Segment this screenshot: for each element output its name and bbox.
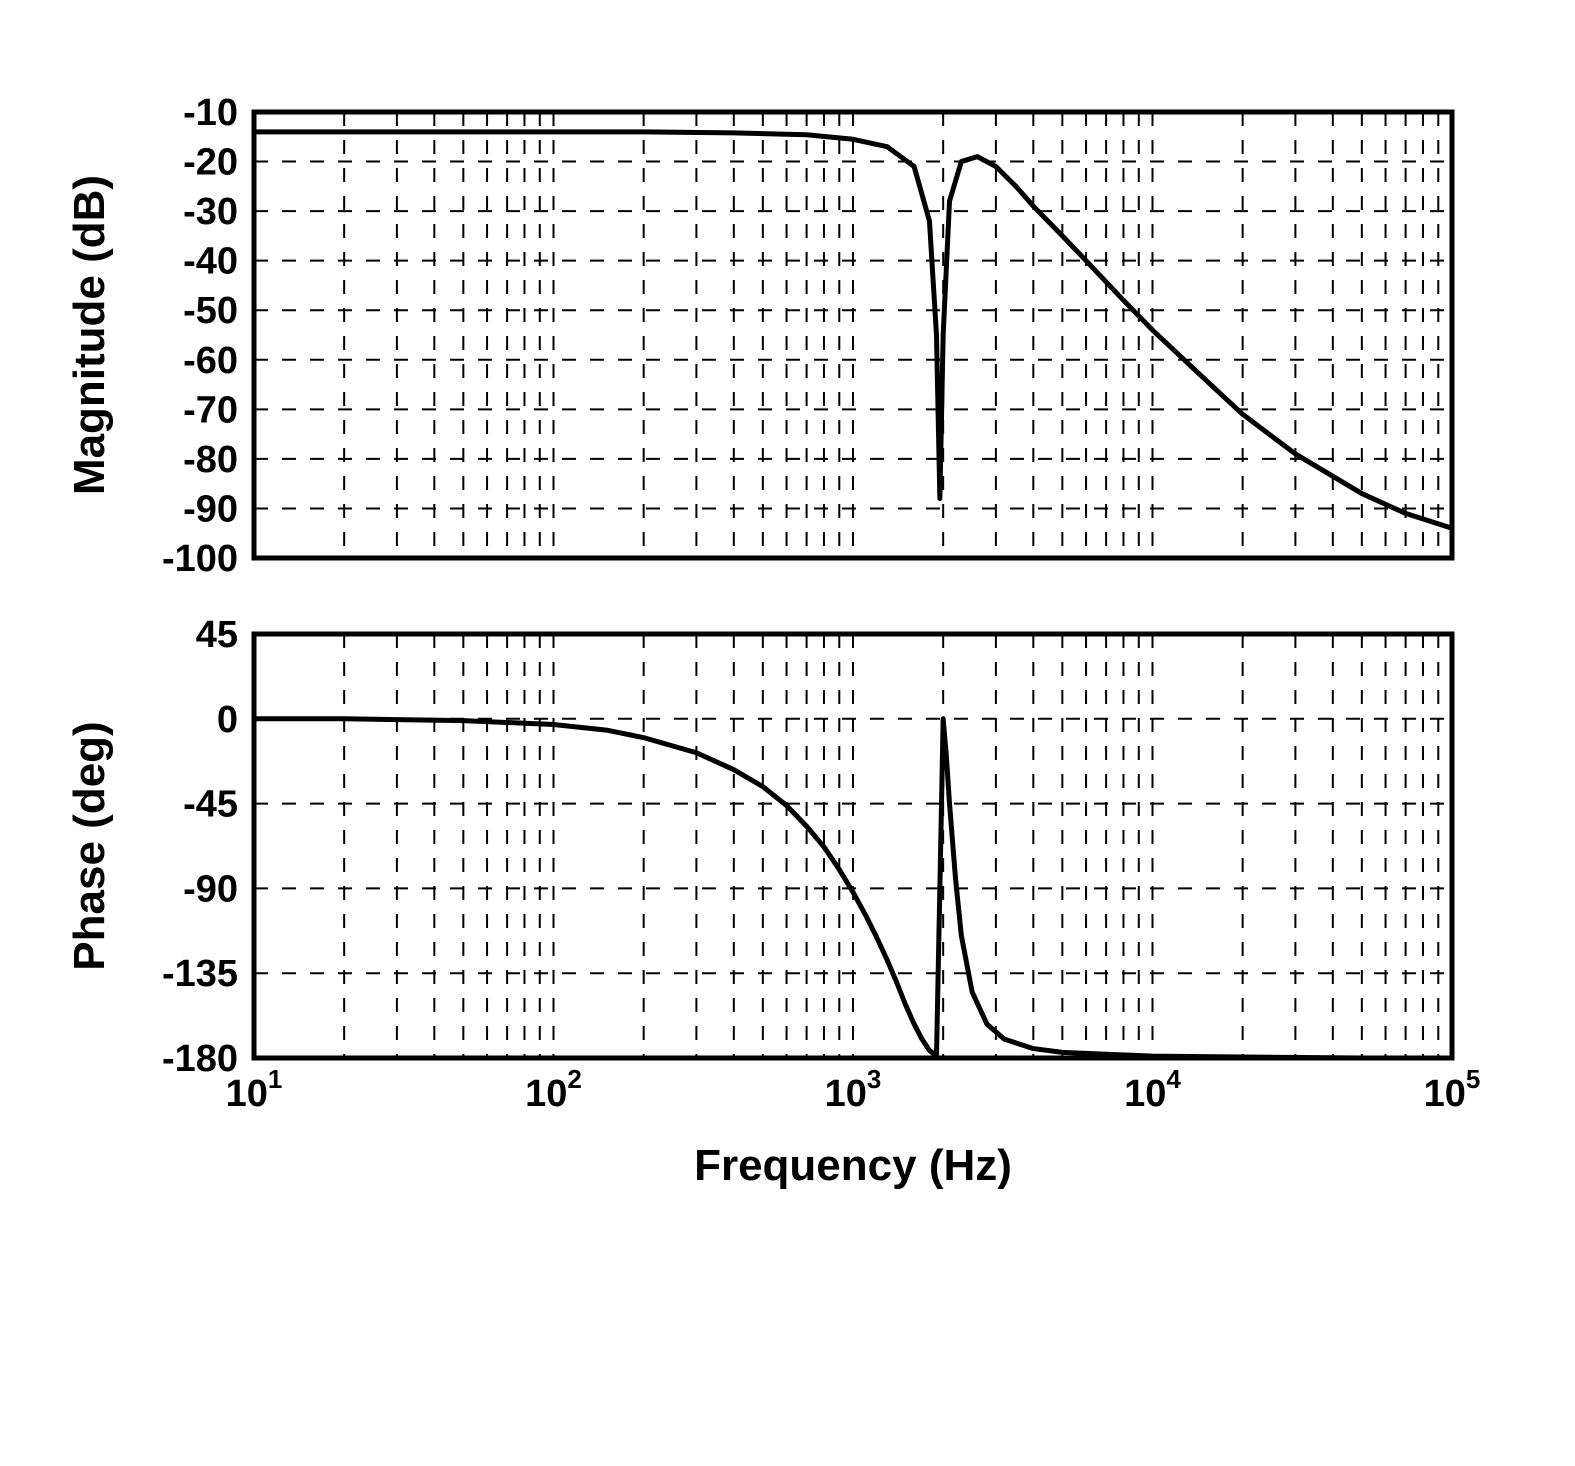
svg-text:-100: -100 xyxy=(162,538,238,580)
svg-text:-70: -70 xyxy=(183,389,238,431)
svg-text:-20: -20 xyxy=(183,142,238,184)
svg-text:0: 0 xyxy=(217,699,238,741)
svg-text:103: 103 xyxy=(825,1064,882,1115)
svg-text:-45: -45 xyxy=(183,784,238,826)
svg-text:-90: -90 xyxy=(183,488,238,530)
svg-text:Phase (deg): Phase (deg) xyxy=(65,721,114,970)
svg-text:-90: -90 xyxy=(183,868,238,910)
svg-text:-135: -135 xyxy=(162,953,238,995)
svg-text:-40: -40 xyxy=(183,241,238,283)
svg-text:Frequency (Hz): Frequency (Hz) xyxy=(694,1141,1012,1190)
svg-text:-30: -30 xyxy=(183,191,238,233)
svg-text:102: 102 xyxy=(525,1064,582,1115)
svg-text:-10: -10 xyxy=(183,92,238,134)
svg-text:105: 105 xyxy=(1424,1064,1481,1115)
svg-text:Magnitude (dB): Magnitude (dB) xyxy=(65,175,114,495)
svg-text:45: 45 xyxy=(196,614,238,656)
svg-text:104: 104 xyxy=(1124,1064,1181,1115)
svg-text:-80: -80 xyxy=(183,439,238,481)
svg-text:-60: -60 xyxy=(183,340,238,382)
chart-svg: -10 -20 -30 -40 -50 -60 -70 -80 -90 -100 Magnitude… xyxy=(0,0,1575,1461)
bode-plot-figure: -10 -20 -30 -40 -50 -60 -70 -80 -90 -100 Magnitude… xyxy=(0,0,1575,1461)
svg-text:-50: -50 xyxy=(183,290,238,332)
